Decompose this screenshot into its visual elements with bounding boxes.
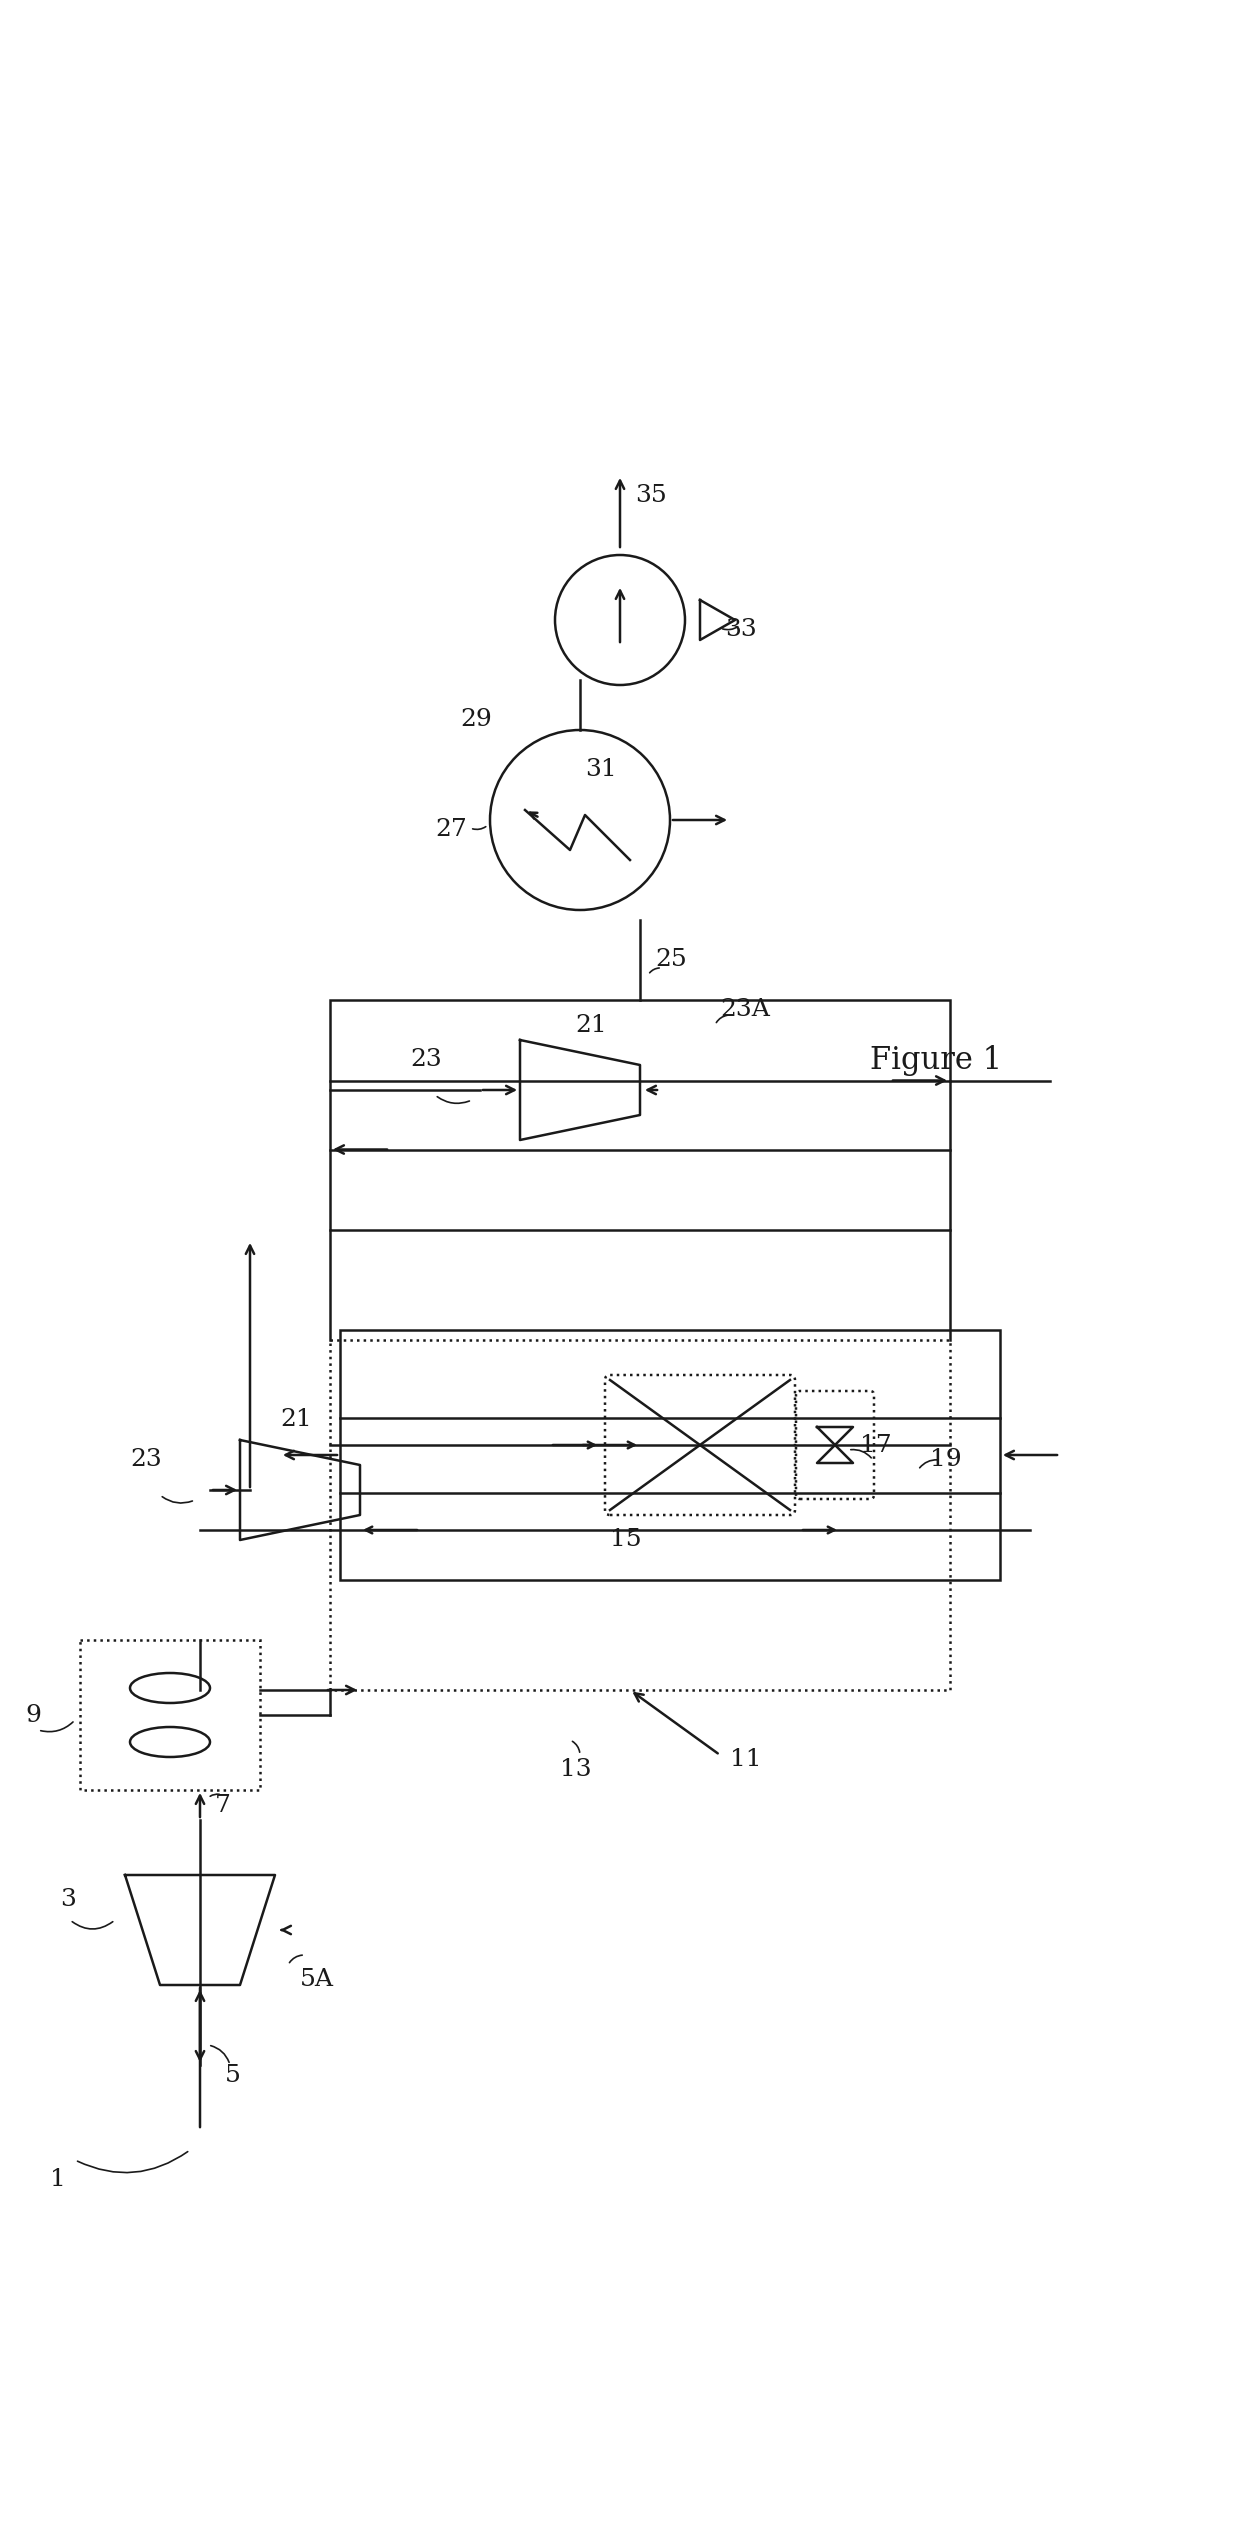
Text: 23: 23 [130, 1449, 161, 1472]
Text: 11: 11 [730, 1748, 761, 1771]
Text: 7: 7 [215, 1793, 231, 1816]
Text: 3: 3 [60, 1890, 76, 1912]
Text: 21: 21 [280, 1408, 311, 1431]
Text: 27: 27 [435, 818, 466, 841]
Text: 33: 33 [725, 618, 756, 641]
Text: 21: 21 [575, 1013, 606, 1036]
Text: 17: 17 [861, 1434, 892, 1456]
Text: 23: 23 [410, 1049, 441, 1071]
Text: 9: 9 [25, 1705, 41, 1728]
Text: 25: 25 [655, 947, 687, 973]
Text: 31: 31 [585, 757, 616, 783]
Text: 5: 5 [224, 2064, 241, 2087]
Text: 1: 1 [50, 2168, 66, 2191]
Text: 5A: 5A [300, 1968, 334, 1991]
Text: 19: 19 [930, 1449, 962, 1472]
Text: 15: 15 [610, 1527, 641, 1553]
Text: 35: 35 [635, 484, 667, 507]
Text: Figure 1: Figure 1 [870, 1044, 1002, 1077]
Text: 23A: 23A [720, 998, 770, 1021]
Text: 13: 13 [560, 1758, 591, 1781]
Text: 29: 29 [460, 709, 492, 732]
